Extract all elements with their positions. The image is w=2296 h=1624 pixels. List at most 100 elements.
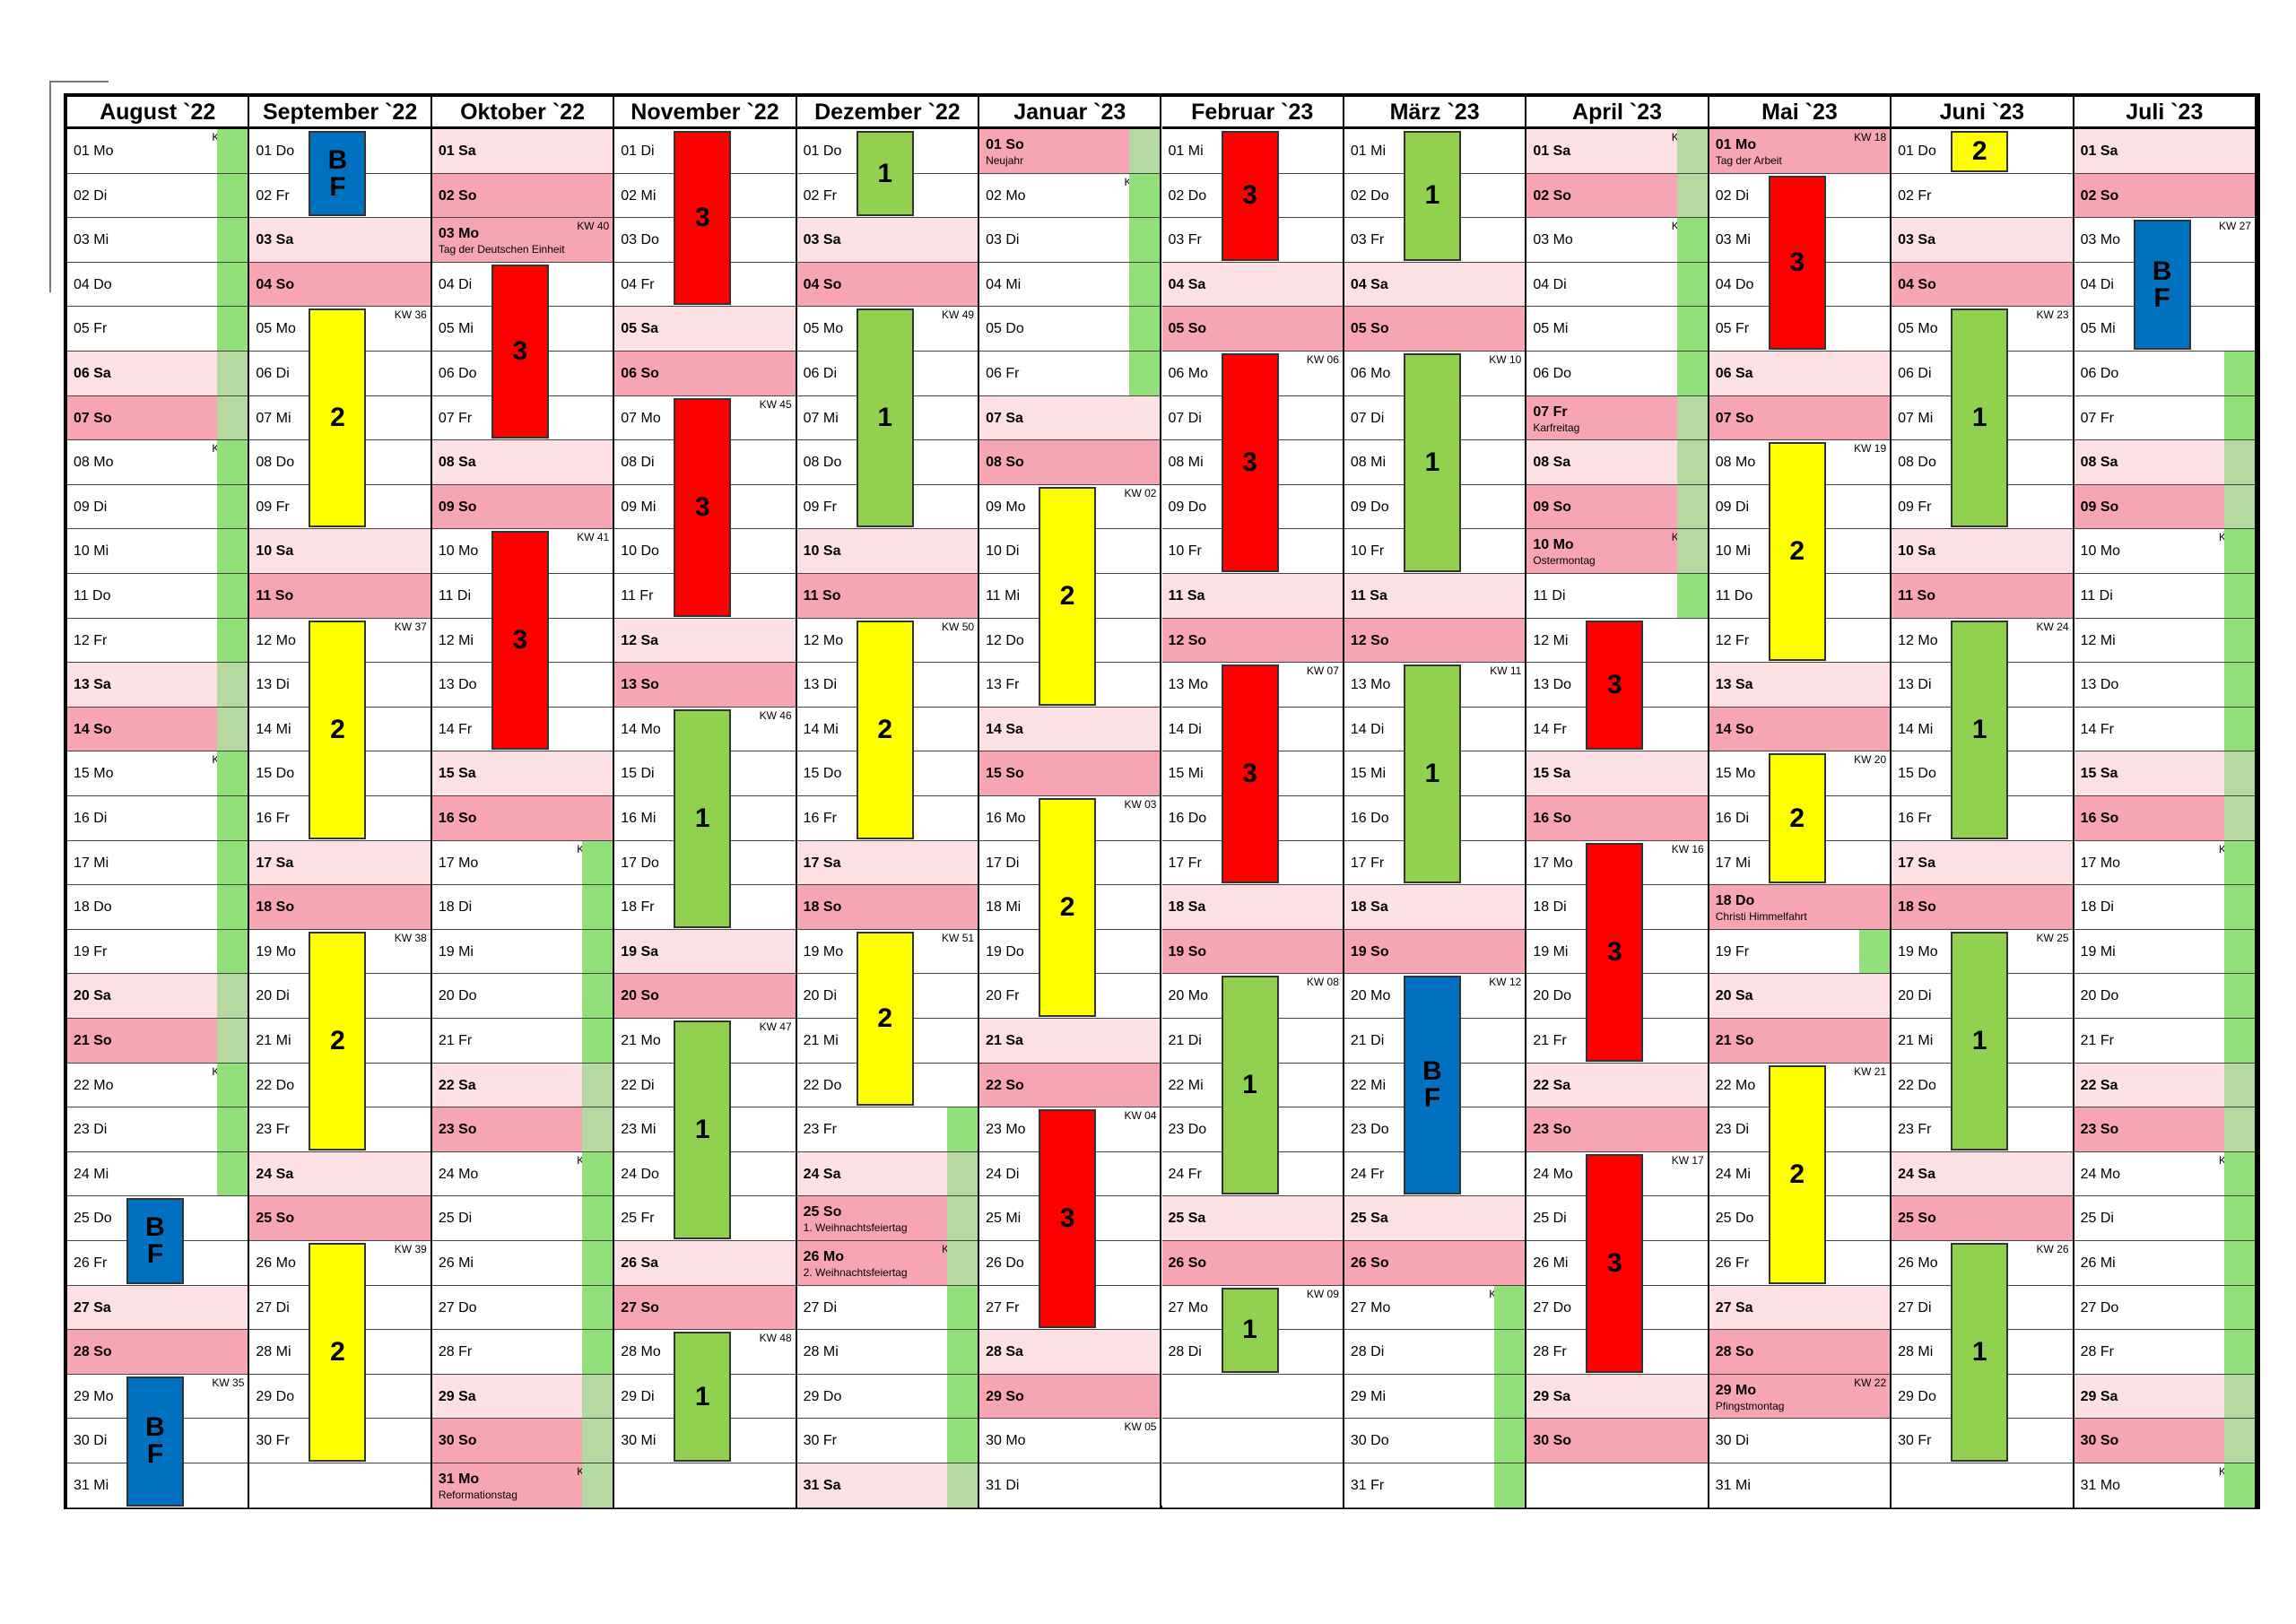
- day-label: 15 Mo: [1715, 766, 1756, 782]
- week-strip-segment: [582, 1063, 613, 1107]
- day-label: 25 Di: [438, 1211, 473, 1227]
- month-header: Mai `23: [1709, 97, 1892, 129]
- day-cell: 22 So: [979, 1063, 1161, 1108]
- day-label: 13 Mo: [1168, 677, 1208, 693]
- day-label: 26 Mi: [2080, 1255, 2116, 1271]
- empty-day-cell: [249, 1463, 430, 1508]
- day-label: 14 Mi: [803, 721, 839, 737]
- week-strip-segment: [2223, 1285, 2255, 1330]
- day-label: 09 Mo: [986, 499, 1026, 515]
- week-strip-segment: [2223, 1107, 2255, 1151]
- day-cell: 18 So: [796, 885, 978, 930]
- day-label: 18 Do: [74, 899, 112, 916]
- day-label: 07 Mi: [803, 410, 839, 426]
- day-label: 09 Fr: [803, 499, 837, 515]
- day-label: 02 Fr: [256, 187, 290, 204]
- week-strip-segment: [2223, 974, 2255, 1018]
- day-cell: 12 So: [1161, 618, 1343, 664]
- calendar-week-label: KW 49: [942, 308, 975, 322]
- week-strip-segment: [1676, 440, 1708, 484]
- day-label: 23 Do: [1350, 1122, 1389, 1138]
- day-label: 10 Fr: [1168, 543, 1202, 560]
- day-cell: 27 So: [614, 1285, 796, 1331]
- week-strip-segment: [217, 1063, 248, 1107]
- calendar-week-label: KW 16: [1671, 842, 1704, 855]
- week-strip-segment: [217, 484, 248, 529]
- day-label: 07 Fr: [2080, 410, 2114, 426]
- day-label: 10 Sa: [256, 543, 294, 560]
- day-label: 06 Mo: [1350, 366, 1391, 381]
- day-label: 24 Do: [621, 1166, 659, 1182]
- day-label: 25 Sa: [1168, 1211, 1206, 1227]
- day-label: 15 Do: [1898, 766, 1936, 782]
- day-cell: 05 So: [1344, 307, 1526, 352]
- calendar-week-label: KW 25: [2036, 931, 2069, 944]
- day-cell: 07 So: [1709, 395, 1891, 441]
- day-cell: 20 Sa: [1709, 974, 1891, 1019]
- day-label: 31 Mo: [2080, 1478, 2121, 1493]
- month-header: Januar `23: [979, 97, 1162, 129]
- day-label: 10 Sa: [1898, 543, 1935, 560]
- day-label: 09 Di: [74, 499, 108, 515]
- day-cell: 01 Sa: [2074, 129, 2255, 174]
- month-column: 01 Di 02 Mi 03 Do 04 Fr 05 Sa 06 So 07 Mo KW 45…: [614, 129, 797, 1508]
- day-label: 23 Fr: [256, 1122, 290, 1138]
- phase-block-1: 1: [674, 1332, 732, 1462]
- phase-block-1: 1: [1221, 976, 1279, 1195]
- phase-block-label: 1: [1424, 180, 1440, 211]
- day-label: 11 Di: [438, 588, 471, 604]
- day-label: 30 So: [438, 1433, 477, 1449]
- calendar-week-label: KW 39: [394, 1243, 427, 1255]
- day-label: 24 Fr: [1168, 1166, 1202, 1182]
- week-strip-segment: [217, 529, 248, 573]
- day-label: 10 Mo: [2080, 543, 2121, 560]
- day-cell: 01 Sa: [431, 129, 613, 174]
- day-label: 18 So: [1898, 899, 1936, 916]
- day-label: 21 Fr: [2080, 1033, 2114, 1048]
- week-strip-segment: [2223, 352, 2255, 395]
- day-label: 26 Fr: [1715, 1255, 1750, 1271]
- day-label: 22 Do: [1898, 1077, 1936, 1093]
- day-cell: 20 So: [614, 974, 796, 1019]
- day-label: 04 Mi: [986, 276, 1022, 292]
- day-cell: 10 Sa: [249, 529, 430, 574]
- calendar-week-label: KW 20: [1854, 753, 1887, 767]
- day-label: 09 Do: [1168, 499, 1207, 515]
- calendar-week-label: KW 24: [2036, 620, 2069, 633]
- day-label: 01 Mi: [1168, 143, 1204, 159]
- week-strip-segment: [2223, 574, 2255, 618]
- month-column: 01 Sa 02 So 03 Mo KW 27 04 Di 05 Mi 06 Do 07 Fr…: [2074, 129, 2257, 1508]
- day-label: 02 Di: [74, 187, 108, 204]
- day-cell: 21 So: [1709, 1019, 1891, 1064]
- day-label: 12 Do: [986, 632, 1024, 648]
- phase-block-bf: B F: [1403, 976, 1461, 1195]
- day-label: 05 So: [1168, 321, 1207, 337]
- day-label: 17 Fr: [1168, 855, 1202, 871]
- day-label: 01 Do: [256, 143, 295, 159]
- phase-block-1: 1: [1951, 308, 2009, 528]
- holiday-label: 2. Weihnachtsfeiertag: [803, 1266, 908, 1279]
- day-cell: 30 Di: [1709, 1419, 1891, 1463]
- phase-block-label: 1: [1242, 1315, 1257, 1345]
- day-label: 05 So: [1350, 321, 1389, 337]
- day-cell: 18 So: [249, 885, 430, 930]
- day-label: 28 Mi: [256, 1344, 291, 1360]
- phase-block-1: 1: [856, 131, 914, 217]
- day-label: 19 Fr: [74, 943, 108, 960]
- month-header: Juli `23: [2074, 97, 2257, 129]
- day-label: 02 So: [2080, 187, 2119, 204]
- day-label: 04 Fr: [621, 276, 655, 292]
- day-label: 06 Sa: [74, 366, 111, 381]
- day-cell: 15 Sa: [1526, 751, 1708, 796]
- day-label: 15 Di: [621, 766, 655, 782]
- day-label: 14 Di: [1168, 721, 1202, 737]
- day-label: 13 Do: [2080, 677, 2119, 693]
- day-label: 30 Mi: [621, 1433, 657, 1449]
- week-strip-segment: [2223, 1063, 2255, 1107]
- day-label: 04 Do: [1715, 276, 1754, 292]
- day-label: 08 Mo: [1715, 455, 1756, 471]
- week-strip-segment: [1494, 1463, 1526, 1507]
- day-label: 13 Do: [438, 677, 477, 693]
- day-cell: 18 Do Christi Himmelfahrt: [1709, 885, 1891, 930]
